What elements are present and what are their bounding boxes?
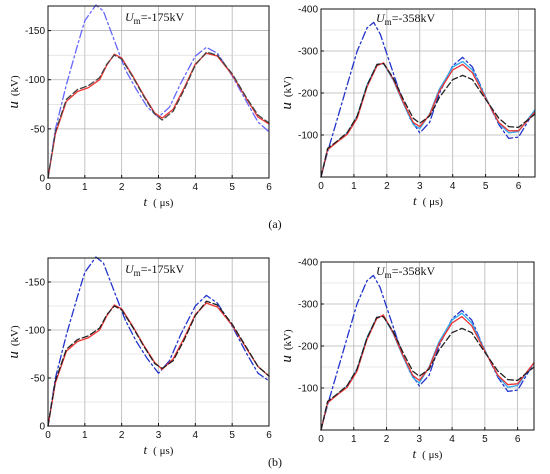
annotation-value: =-175kV — [141, 262, 185, 276]
x-axis-unit: ( μs) — [153, 197, 174, 209]
series-line-4 — [320, 315, 535, 431]
series-line-4 — [320, 62, 536, 178]
x-axis-label: t ( μs) — [144, 442, 174, 457]
x-tick-label: 6 — [515, 434, 521, 445]
annotation-value: =-175kV — [141, 10, 185, 24]
subfigure-label-b: (b) — [268, 455, 282, 469]
series-line-2 — [47, 302, 270, 427]
x-axis-label: t ( μs) — [413, 193, 443, 208]
y-axis-label: u (kV) — [6, 75, 22, 109]
x-tick-label: 1 — [351, 181, 357, 192]
y-tick-label: -100 — [25, 75, 45, 86]
annotation-subscript: m — [134, 16, 141, 26]
chart-b1: 0 1 2 3 4 5 6 0 -50 -100 -150 t ( μs) u (kV) Um=-175kV — [6, 256, 272, 457]
series-line-3 — [320, 62, 536, 178]
x-tick-label: 6 — [516, 181, 522, 192]
x-axis-variable: t — [413, 193, 417, 208]
y-tick-label: -400 — [298, 258, 318, 269]
x-tick-label: 3 — [417, 181, 423, 192]
x-tick-label: 5 — [229, 182, 235, 193]
peak-voltage-annotation: Um=-175kV — [125, 262, 184, 278]
annotation-symbol: U — [125, 10, 135, 24]
peak-voltage-annotation: Um=-358kV — [376, 11, 435, 27]
series-line-3 — [320, 314, 535, 431]
y-tick-label: 0 — [39, 174, 45, 185]
y-axis-unit: (kV) — [282, 76, 294, 97]
y-axis-unit: (kV) — [9, 325, 21, 346]
chart-b2: 0 1 2 3 4 5 6 -100 -200 -300 -400 t ( μs) u (kV) Um=-35… — [279, 258, 535, 461]
x-tick-label: 0 — [45, 182, 51, 193]
y-axis-variable: u — [279, 102, 295, 110]
y-axis-unit: (kV) — [282, 329, 294, 350]
annotation-symbol: U — [376, 264, 386, 278]
annotation-subscript: m — [134, 268, 141, 278]
x-tick-label: 5 — [482, 434, 488, 445]
x-axis-label: t ( μs) — [413, 446, 443, 461]
y-tick-label: -100 — [25, 326, 45, 337]
y-axis-variable: u — [6, 101, 22, 109]
y-axis-unit: (kV) — [9, 75, 21, 96]
chart-a2: 0 1 2 3 4 5 6 -100 -200 -300 -400 t ( μs) u (kV) Um=-35… — [279, 5, 536, 208]
annotation-subscript: m — [385, 270, 392, 280]
y-tick-label: -50 — [31, 374, 46, 385]
peak-voltage-annotation: Um=-175kV — [125, 10, 184, 26]
x-tick-label: 2 — [119, 430, 125, 441]
y-tick-label: -150 — [25, 278, 45, 289]
x-tick-label: 0 — [318, 181, 324, 192]
x-tick-label: 5 — [229, 430, 235, 441]
x-tick-label: 0 — [318, 434, 324, 445]
x-tick-label: 4 — [450, 181, 456, 192]
x-tick-label: 3 — [156, 430, 162, 441]
y-axis-label: u (kV) — [279, 329, 295, 363]
x-tick-label: 1 — [82, 430, 88, 441]
x-tick-label: 2 — [384, 181, 390, 192]
y-tick-label: -100 — [298, 131, 318, 142]
x-axis-variable: t — [144, 442, 148, 457]
peak-voltage-annotation: Um=-358kV — [376, 264, 435, 280]
x-tick-label: 4 — [449, 434, 455, 445]
x-axis-unit: ( μs) — [153, 445, 174, 457]
x-tick-label: 0 — [45, 430, 51, 441]
x-axis-unit: ( μs) — [422, 449, 443, 461]
y-tick-label: 0 — [39, 422, 45, 433]
y-tick-label: -200 — [298, 342, 318, 353]
y-tick-label: -300 — [298, 300, 318, 311]
x-axis-unit: ( μs) — [423, 196, 444, 208]
x-tick-label: 6 — [266, 430, 272, 441]
x-axis-variable: t — [144, 194, 148, 209]
chart-a1: 0 1 2 3 4 5 6 0 -50 -100 -150 t ( μs) u (kV) Um=-175kV — [6, 4, 272, 209]
y-tick-label: -300 — [298, 47, 318, 58]
x-tick-label: 5 — [483, 181, 489, 192]
series-line-3 — [47, 300, 270, 427]
y-tick-label: -400 — [298, 5, 318, 16]
x-axis-label: t ( μs) — [144, 194, 174, 209]
annotation-value: =-358kV — [392, 264, 436, 278]
y-axis-variable: u — [279, 355, 295, 363]
x-tick-label: 6 — [266, 182, 272, 193]
x-tick-label: 2 — [384, 434, 390, 445]
x-tick-label: 4 — [193, 430, 199, 441]
x-tick-label: 1 — [82, 182, 88, 193]
annotation-symbol: U — [125, 262, 135, 276]
y-tick-label: -50 — [31, 124, 46, 135]
y-axis-label: u (kV) — [6, 325, 22, 359]
y-tick-label: -150 — [25, 26, 45, 37]
subfigure-label-a: (a) — [268, 217, 281, 231]
y-tick-label: -100 — [298, 384, 318, 395]
x-tick-label: 2 — [119, 182, 125, 193]
annotation-value: =-358kV — [392, 11, 436, 25]
y-axis-variable: u — [6, 351, 22, 359]
x-tick-label: 3 — [417, 434, 423, 445]
annotation-symbol: U — [376, 11, 386, 25]
x-tick-label: 1 — [351, 434, 357, 445]
y-axis-label: u (kV) — [279, 76, 295, 110]
x-tick-label: 4 — [193, 182, 199, 193]
series-line-3 — [47, 51, 270, 179]
y-tick-label: -200 — [298, 89, 318, 100]
x-tick-label: 3 — [156, 182, 162, 193]
annotation-subscript: m — [385, 17, 392, 27]
x-axis-variable: t — [413, 446, 417, 461]
